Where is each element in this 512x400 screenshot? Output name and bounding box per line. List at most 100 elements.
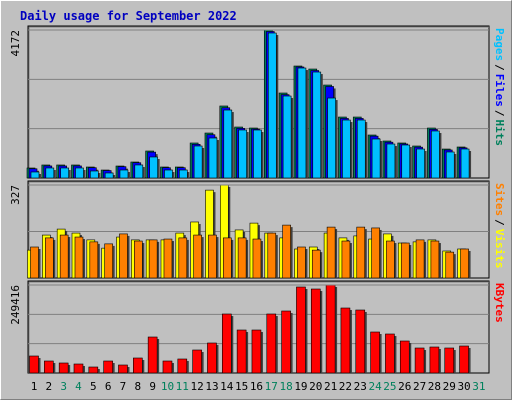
bar <box>164 169 173 179</box>
x-tick-label: 22 <box>339 380 352 393</box>
bar <box>370 331 380 374</box>
chart-title: Daily usage for September 2022 <box>20 9 237 23</box>
bar <box>193 234 202 279</box>
x-tick-label: 29 <box>443 380 456 393</box>
x-tick-label: 10 <box>161 380 174 393</box>
x-tick-label: 3 <box>60 380 67 393</box>
bar <box>401 144 411 179</box>
bar <box>178 237 188 279</box>
bar <box>207 342 217 374</box>
x-tick-label: 28 <box>428 380 441 393</box>
bar <box>103 360 113 374</box>
bar <box>251 329 262 374</box>
y-tick-label: 249416 <box>9 285 22 325</box>
x-tick-label: 13 <box>205 380 218 393</box>
bar <box>30 246 39 279</box>
legend-separator: / <box>493 64 506 71</box>
bar <box>237 237 247 279</box>
x-tick-label: 25 <box>383 380 396 393</box>
y-tick-label: 4172 <box>9 30 22 57</box>
x-tick-label: 6 <box>105 380 112 393</box>
bar <box>385 333 395 374</box>
bar <box>222 237 232 279</box>
bar <box>134 164 144 179</box>
bar <box>221 313 232 374</box>
legend-entry: Files <box>493 74 506 107</box>
bar <box>148 239 158 279</box>
legend-entry: Sites <box>493 183 506 216</box>
bar <box>444 347 455 374</box>
x-tick-label: 14 <box>220 380 234 393</box>
bar <box>147 336 158 374</box>
bar <box>297 246 306 279</box>
bar <box>325 284 336 374</box>
x-tick-label: 4 <box>75 380 82 393</box>
legend-separator: / <box>493 219 506 226</box>
bar <box>281 310 291 374</box>
x-tick-label: 27 <box>413 380 426 393</box>
bar <box>310 288 321 374</box>
bar <box>45 237 54 279</box>
bar <box>445 151 455 179</box>
bar <box>104 243 113 279</box>
bar <box>282 95 292 179</box>
bar <box>119 233 128 279</box>
bar <box>266 313 277 374</box>
x-tick-label: 5 <box>90 380 97 393</box>
bar <box>193 145 203 179</box>
bar <box>177 358 188 374</box>
legend-entry: KBytes <box>493 283 506 323</box>
x-tick-label: 23 <box>354 380 367 393</box>
x-tick-label: 16 <box>250 380 263 393</box>
bar <box>431 130 440 179</box>
bar <box>208 234 217 279</box>
legend-entry: Hits <box>493 120 506 147</box>
bar <box>371 227 380 279</box>
legend: KBytes <box>493 283 506 323</box>
bar <box>149 156 158 179</box>
bar <box>90 170 99 179</box>
bar <box>133 357 143 374</box>
x-tick-label: 24 <box>368 380 382 393</box>
bar <box>74 236 84 279</box>
bar <box>253 129 262 179</box>
x-tick-label: 30 <box>457 380 470 393</box>
bar <box>311 249 321 279</box>
bar <box>386 240 395 279</box>
panel-bevel <box>28 26 489 178</box>
bar <box>223 109 233 179</box>
bar <box>445 251 455 279</box>
bar <box>416 148 425 179</box>
x-tick-label: 20 <box>309 380 322 393</box>
bar <box>252 238 262 279</box>
bar <box>29 355 39 374</box>
bar <box>415 239 425 279</box>
bar <box>296 286 306 374</box>
legend-separator: / <box>493 110 506 117</box>
legend: Sites / Visits <box>493 183 506 269</box>
bar <box>342 119 351 179</box>
bar <box>192 349 202 374</box>
bar <box>162 360 173 374</box>
bar <box>88 366 99 374</box>
bar <box>134 240 143 279</box>
x-tick-label: 17 <box>265 380 278 393</box>
x-tick-label: 15 <box>235 380 248 393</box>
bar <box>430 240 440 279</box>
bar <box>460 148 470 179</box>
bar <box>282 224 291 279</box>
bar <box>119 169 129 179</box>
bar <box>371 138 381 179</box>
bar <box>58 362 69 374</box>
bar <box>118 364 128 374</box>
x-tick-label: 19 <box>294 380 307 393</box>
bar <box>429 346 440 374</box>
legend-entry: Visits <box>493 229 506 269</box>
bar <box>238 129 247 179</box>
bar <box>400 242 410 279</box>
legend-entry: Pages <box>493 28 506 61</box>
bar <box>460 248 469 279</box>
bar <box>73 363 84 374</box>
